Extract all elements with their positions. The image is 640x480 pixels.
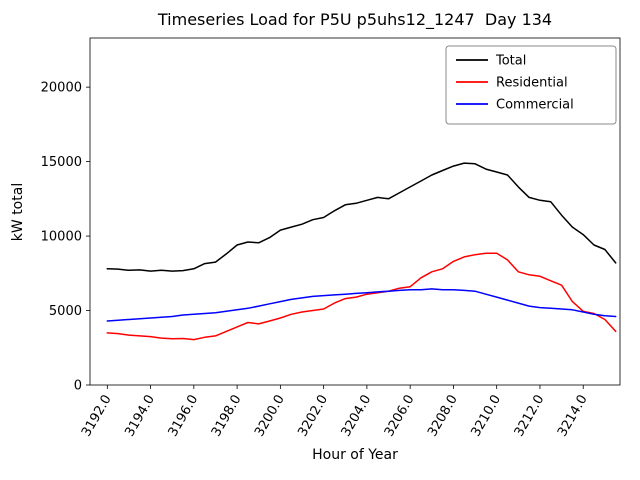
legend-label-commercial: Commercial bbox=[496, 98, 574, 113]
series-line-commercial bbox=[106, 288, 617, 322]
plot-area: 3192.0 3194.0 3196.0 3198.0 3200.0 3202.0 3204… bbox=[41, 37, 621, 439]
axes-spines bbox=[89, 37, 621, 386]
legend-label-total: Total bbox=[495, 54, 526, 69]
x-axis-label: Hour of Year bbox=[312, 447, 398, 463]
y-tick-label: 15000 bbox=[41, 155, 82, 170]
chart-title: Timeseries Load for P5U p5uhs12_1247 Day… bbox=[157, 10, 552, 30]
y-tick-label: 10000 bbox=[41, 230, 82, 245]
series-line-total bbox=[106, 162, 617, 272]
legend-frame bbox=[445, 45, 617, 125]
y-tick-label: 0 bbox=[74, 379, 82, 394]
y-tick-label: 20000 bbox=[41, 81, 82, 96]
legend: Total Residential Commercial bbox=[445, 45, 617, 125]
y-tick-label: 5000 bbox=[49, 304, 82, 319]
legend-label-residential: Residential bbox=[496, 76, 568, 91]
y-axis-label: kW total bbox=[10, 183, 26, 241]
series-line-residential bbox=[106, 252, 617, 341]
